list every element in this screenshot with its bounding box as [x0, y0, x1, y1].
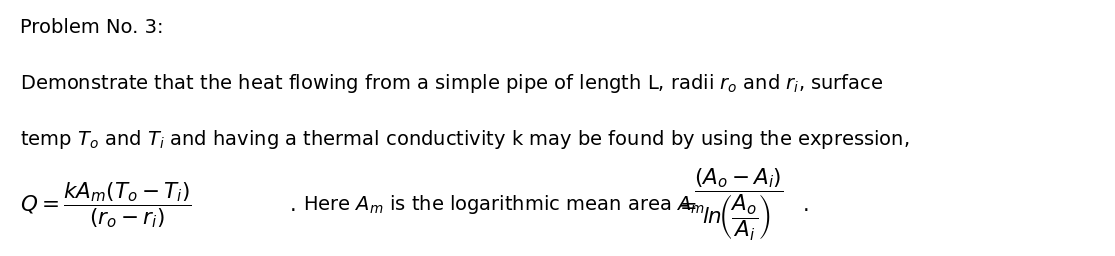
Text: $\dfrac{(A_o-A_i)}{ln\!\left(\dfrac{A_o}{A_i}\right)}$: $\dfrac{(A_o-A_i)}{ln\!\left(\dfrac{A_o}…: [694, 167, 783, 243]
Text: .: .: [290, 195, 297, 215]
Text: .: .: [803, 195, 809, 215]
Text: $=$: $=$: [675, 195, 696, 215]
Text: $Q = \dfrac{kA_m(T_o-T_i)}{(r_o-r_i)}$: $Q = \dfrac{kA_m(T_o-T_i)}{(r_o-r_i)}$: [20, 180, 192, 230]
Text: Here $A_m$ is the logarithmic mean area $A_m$: Here $A_m$ is the logarithmic mean area …: [303, 193, 706, 216]
Text: temp $T_o$ and $T_i$ and having a thermal conductivity k may be found by using t: temp $T_o$ and $T_i$ and having a therma…: [20, 128, 910, 151]
Text: Problem No. 3:: Problem No. 3:: [20, 18, 164, 37]
Text: Demonstrate that the heat flowing from a simple pipe of length L, radii $r_o$ an: Demonstrate that the heat flowing from a…: [20, 72, 883, 95]
